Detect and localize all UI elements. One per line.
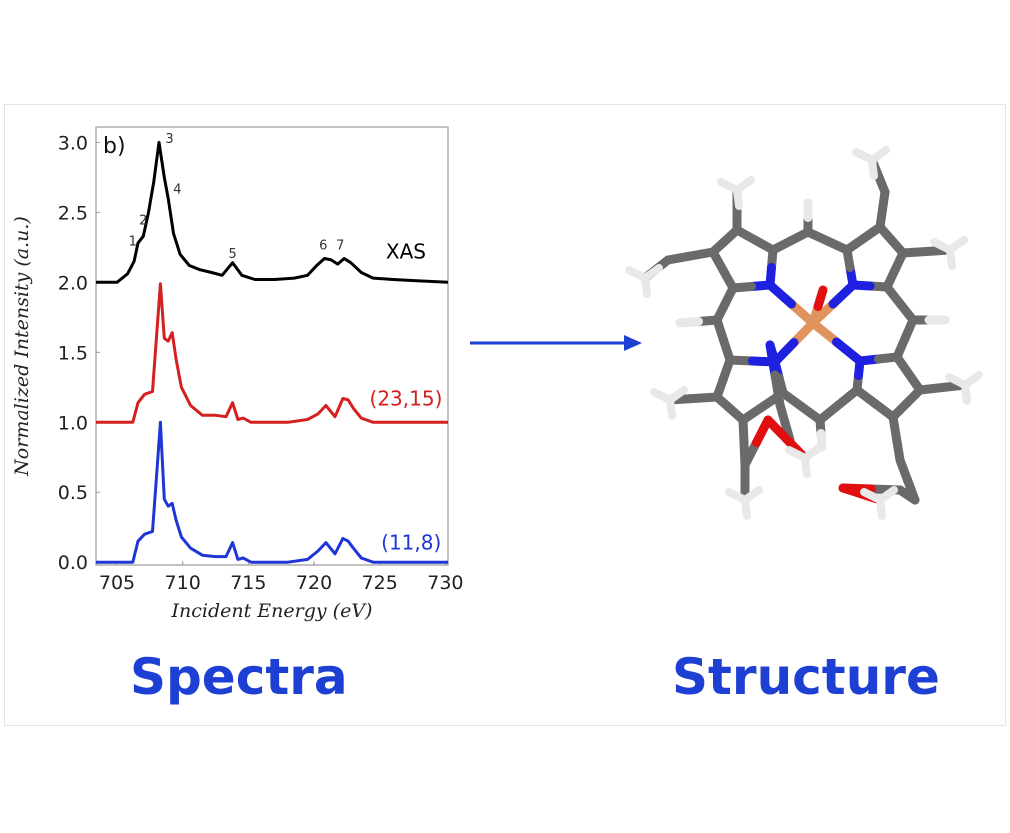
figure-panel <box>4 104 1006 726</box>
x-axis-label: Incident Energy (eV) <box>171 600 373 622</box>
peak-label: 4 <box>173 183 181 198</box>
structure-heading: Structure <box>672 648 940 706</box>
y-axis-label: Normalized Intensity (a.u.) <box>11 216 33 477</box>
x-tick-label: 705 <box>99 572 135 594</box>
x-tick-label: 720 <box>296 572 332 594</box>
y-tick-label: 0.0 <box>58 552 88 574</box>
series-label: (23,15) <box>370 386 443 410</box>
y-tick-label: 2.5 <box>58 202 88 224</box>
peak-label: 1 <box>129 234 137 249</box>
y-tick-label: 1.0 <box>58 412 88 434</box>
panel-label: b) <box>103 134 126 159</box>
y-tick-label: 1.5 <box>58 342 88 364</box>
peak-label: 7 <box>336 239 344 254</box>
series-label: XAS <box>386 240 426 264</box>
peak-label: 3 <box>165 132 173 147</box>
y-tick-label: 3.0 <box>58 132 88 154</box>
peak-label: 2 <box>139 213 147 228</box>
series-label: (11,8) <box>381 531 441 555</box>
y-tick-label: 0.5 <box>58 482 88 504</box>
peak-label: 5 <box>228 247 236 262</box>
plot-frame <box>95 126 449 566</box>
series-line-2 <box>96 420 448 564</box>
peak-label: 6 <box>319 239 327 254</box>
series-line-0 <box>96 140 449 284</box>
x-tick-label: 730 <box>427 572 463 594</box>
x-tick-label: 710 <box>165 572 201 594</box>
spectra-heading: Spectra <box>130 648 348 706</box>
y-tick-label: 2.0 <box>58 272 88 294</box>
x-tick-label: 715 <box>230 572 266 594</box>
x-tick-label: 725 <box>362 572 398 594</box>
series-line-1 <box>96 282 448 424</box>
